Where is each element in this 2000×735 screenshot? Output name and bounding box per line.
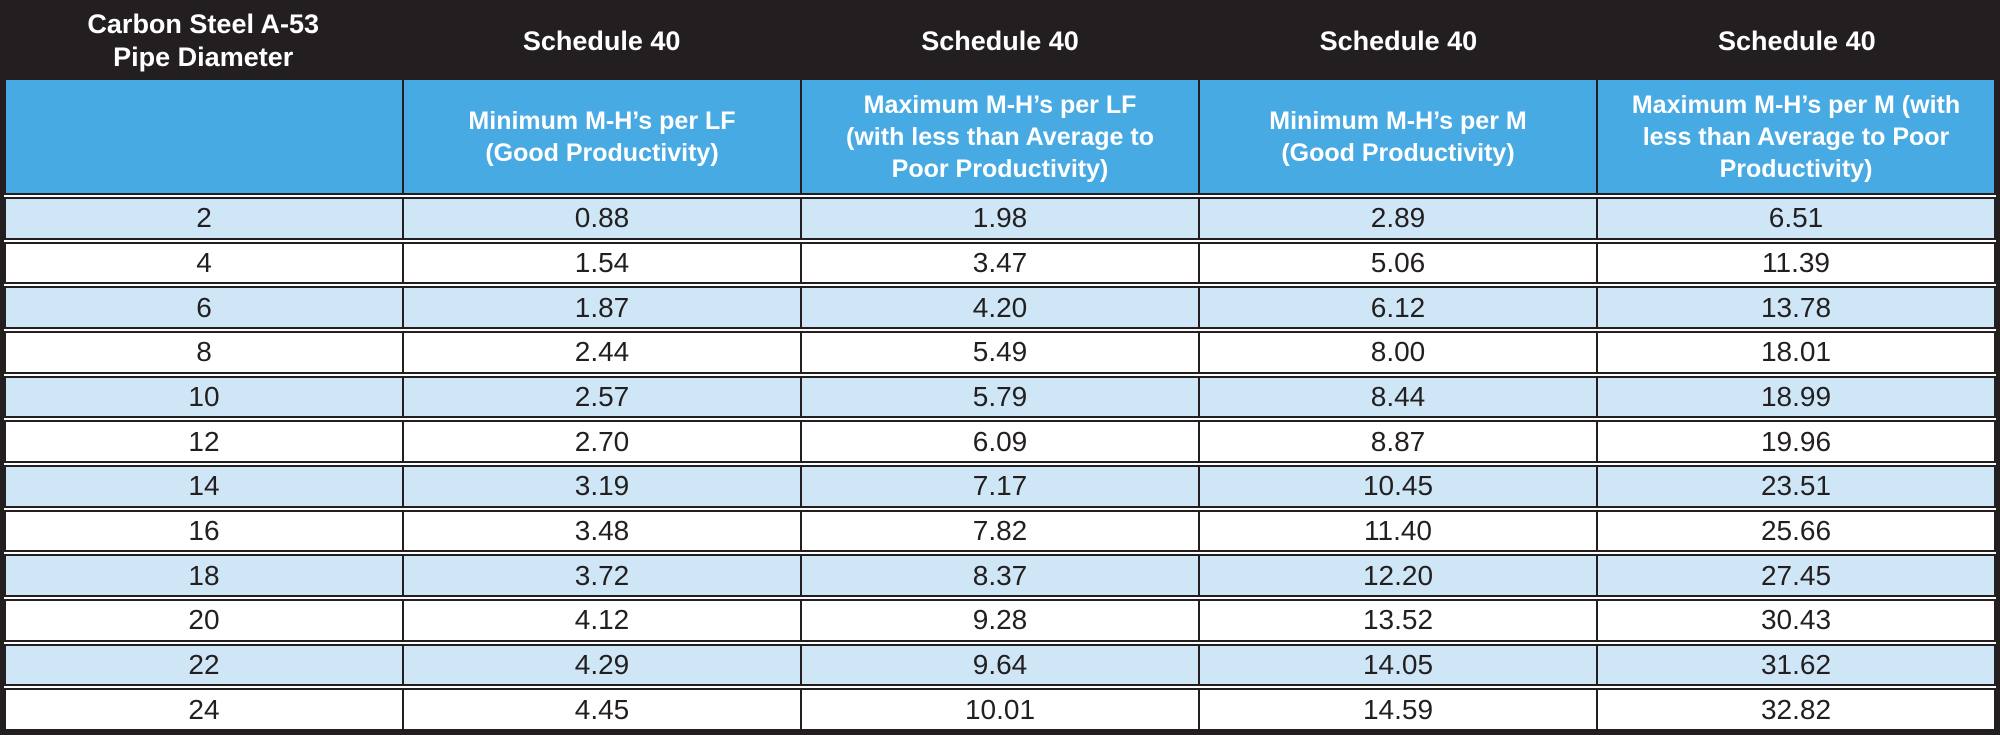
cell-value: 3.47 <box>802 243 1200 283</box>
table-body: 2 0.88 1.98 2.89 6.51 4 1.54 3.47 5.06 11.39 6 1.87… <box>4 195 1996 732</box>
table-row: 22 4.29 9.64 14.05 31.62 <box>4 643 1996 687</box>
cell-value: 14.59 <box>1200 690 1598 730</box>
table-row: 8 2.44 5.49 8.00 18.01 <box>4 331 1996 374</box>
cell-value: 4.45 <box>404 690 802 730</box>
pipe-diameter-header-line2: Pipe Diameter <box>113 42 294 72</box>
pipe-diameter-header-line1: Carbon Steel A-53 <box>87 9 319 40</box>
cell-value: 10.45 <box>1200 467 1598 506</box>
cell-value: 3.48 <box>404 511 802 551</box>
cell-value: 10.01 <box>802 690 1200 730</box>
cell-pipe-diameter: 14 <box>6 467 404 506</box>
cell-value: 7.82 <box>802 511 1200 551</box>
schedule-40-header: Schedule 40 <box>522 25 681 56</box>
cell-value: 8.37 <box>802 556 1200 596</box>
table-row: 4 1.54 3.47 5.06 11.39 <box>4 241 1996 285</box>
cell-value: 6.51 <box>1768 202 1824 234</box>
cell-value: 8.00 <box>1200 333 1598 372</box>
cell-value: 23.51 <box>1760 470 1832 502</box>
cell-value: 1.54 <box>404 243 802 283</box>
cell-value: 4.29 <box>404 645 802 685</box>
subheader-empty <box>6 80 404 193</box>
table-row: 24 4.45 10.01 14.59 32.82 <box>4 688 1996 732</box>
cell-pipe-diameter: 6 <box>6 288 404 328</box>
cell-value: 32.82 <box>1760 693 1832 725</box>
cell-value: 11.40 <box>1200 511 1598 551</box>
table-subheader-row: Minimum M-H’s per LF (Good Productivity)… <box>4 78 1996 195</box>
table-row: 20 4.12 9.28 13.52 30.43 <box>4 599 1996 642</box>
cell-value: 2.57 <box>404 377 802 417</box>
table-row: 16 3.48 7.82 11.40 25.66 <box>4 509 1996 553</box>
subheader-min-m: Minimum M-H’s per M (Good Productivity) <box>1200 80 1598 193</box>
cell-value: 6.09 <box>802 422 1200 462</box>
cell-value: 25.66 <box>1760 515 1832 547</box>
cell-value: 31.62 <box>1760 649 1832 681</box>
cell-value: 3.72 <box>404 556 802 596</box>
cell-value: 8.44 <box>1200 377 1598 417</box>
cell-value: 1.87 <box>404 288 802 328</box>
cell-value: 5.06 <box>1200 243 1598 283</box>
cell-value: 7.17 <box>802 467 1200 506</box>
cell-value: 2.70 <box>404 422 802 462</box>
cell-value: 3.19 <box>404 467 802 506</box>
cell-value: 13.78 <box>1760 291 1832 323</box>
subheader-max-m: Maximum M-H’s per M (with less than Aver… <box>1631 90 1961 183</box>
cell-value: 13.52 <box>1200 601 1598 640</box>
cell-pipe-diameter: 12 <box>6 422 404 462</box>
cell-value: 5.79 <box>802 377 1200 417</box>
cell-value: 6.12 <box>1200 288 1598 328</box>
cell-pipe-diameter: 24 <box>6 690 404 730</box>
cell-pipe-diameter: 18 <box>6 556 404 596</box>
cell-pipe-diameter: 2 <box>6 199 404 238</box>
subheader-max-lf: Maximum M-H’s per LF (with less than Ave… <box>802 80 1200 193</box>
table-row: 18 3.72 8.37 12.20 27.45 <box>4 554 1996 598</box>
cell-value: 1.98 <box>802 199 1200 238</box>
cell-value: 18.01 <box>1760 336 1832 368</box>
cell-value: 4.12 <box>404 601 802 640</box>
cell-pipe-diameter: 4 <box>6 243 404 283</box>
cell-value: 12.20 <box>1200 556 1598 596</box>
table-top-header-row: Carbon Steel A-53 Pipe Diameter Schedule… <box>4 4 1996 78</box>
cell-value: 0.88 <box>404 199 802 238</box>
cell-pipe-diameter: 22 <box>6 645 404 685</box>
schedule-40-header: Schedule 40 <box>1718 25 1876 56</box>
cell-value: 30.43 <box>1760 604 1832 636</box>
pipe-diameter-header: Carbon Steel A-53 Pipe Diameter <box>4 4 402 78</box>
cell-value: 2.44 <box>404 333 802 372</box>
cell-value: 5.49 <box>802 333 1200 372</box>
cell-pipe-diameter: 16 <box>6 511 404 551</box>
cell-value: 4.20 <box>802 288 1200 328</box>
cell-value: 8.87 <box>1200 422 1598 462</box>
schedule-40-header: Schedule 40 <box>1319 25 1478 56</box>
cell-pipe-diameter: 20 <box>6 601 404 640</box>
cell-value: 18.99 <box>1760 381 1832 413</box>
table-row: 10 2.57 5.79 8.44 18.99 <box>4 375 1996 419</box>
cell-value: 14.05 <box>1200 645 1598 685</box>
cell-value: 9.64 <box>802 645 1200 685</box>
cell-value: 9.28 <box>802 601 1200 640</box>
table-row: 6 1.87 4.20 6.12 13.78 <box>4 286 1996 330</box>
cell-pipe-diameter: 8 <box>6 333 404 372</box>
cell-value: 11.39 <box>1762 247 1830 278</box>
cell-value: 19.96 <box>1760 425 1832 457</box>
table-row: 12 2.70 6.09 8.87 19.96 <box>4 420 1996 464</box>
table-row: 2 0.88 1.98 2.89 6.51 <box>4 197 1996 240</box>
cell-value: 2.89 <box>1200 199 1598 238</box>
cell-value: 27.45 <box>1760 559 1832 591</box>
table-row: 14 3.19 7.17 10.45 23.51 <box>4 465 1996 508</box>
subheader-min-lf: Minimum M-H’s per LF (Good Productivity) <box>404 80 802 193</box>
cell-pipe-diameter: 10 <box>6 377 404 417</box>
schedule-40-header: Schedule 40 <box>921 25 1079 56</box>
